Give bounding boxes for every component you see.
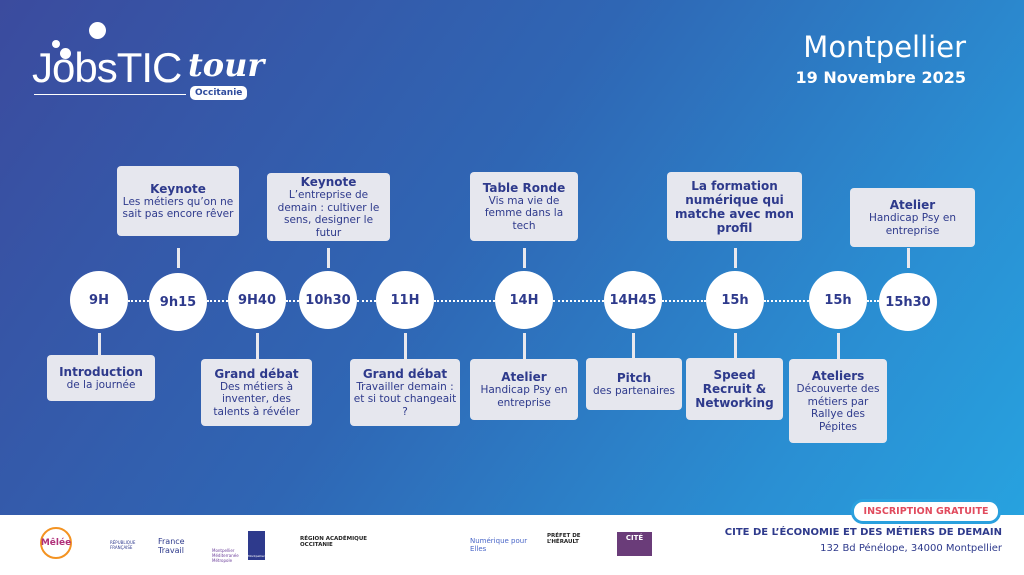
session-card: Grand débat Travailler demain : et si tou… xyxy=(350,359,460,426)
logo-text: JobsTIC xyxy=(32,44,182,91)
session-title: Ateliers xyxy=(811,369,865,383)
partner-logo-melee: Mêlée xyxy=(40,527,72,559)
session-card: Speed Recruit & Networking xyxy=(686,358,783,420)
session-description: Handicap Psy en entreprise xyxy=(480,384,568,409)
timeline-connector xyxy=(286,300,299,302)
time-marker: 9h15 xyxy=(149,273,207,331)
session-title: Atelier xyxy=(889,198,936,212)
timeline-connector xyxy=(764,300,809,302)
session-description: Handicap Psy en entreprise xyxy=(868,212,957,237)
time-marker: 14H xyxy=(495,271,553,329)
session-card: Introduction de la journée xyxy=(47,355,155,401)
session-card: Grand débat Des métiers à inventer, des t… xyxy=(201,359,312,426)
time-marker: 15h30 xyxy=(879,273,937,331)
session-title: Grand débat xyxy=(214,366,299,381)
timeline-stem xyxy=(404,333,407,359)
partner-logo-france-travail: France Travail xyxy=(158,537,185,555)
session-title: Atelier xyxy=(501,370,547,384)
hero-banner: JobsTIC tour Occitanie Montpellier 19 No… xyxy=(0,0,1024,515)
partner-logo-republique: RÉPUBLIQUE FRANÇAISE xyxy=(110,540,136,550)
timeline-stem xyxy=(907,248,910,268)
session-description: de la journée xyxy=(66,378,136,391)
timeline-connector xyxy=(357,300,376,302)
timeline-stem xyxy=(177,248,180,268)
session-description: Découverte des métiers par Rallye des Pé… xyxy=(796,383,880,433)
timeline-stem xyxy=(327,248,330,268)
time-marker: 9H xyxy=(70,271,128,329)
session-title: Keynote xyxy=(150,181,206,196)
session-card: Atelier Handicap Psy en entreprise xyxy=(470,359,578,420)
partner-logo-montpellier: Montpellier xyxy=(248,531,265,560)
time-marker: 14H45 xyxy=(604,271,662,329)
free-registration-button[interactable]: INSCRIPTION GRATUITE xyxy=(851,499,1001,524)
timeline-stem xyxy=(734,333,737,358)
session-card: Atelier Handicap Psy en entreprise xyxy=(850,188,975,247)
event-date: 19 Novembre 2025 xyxy=(795,68,966,87)
timeline-stem xyxy=(734,248,737,268)
session-title: Table Ronde xyxy=(482,180,566,195)
venue-address: 132 Bd Pénélope, 34000 Montpellier xyxy=(820,543,1002,554)
session-description: Les métiers qu’on ne sait pas encore rêv… xyxy=(122,195,234,221)
city-title: Montpellier xyxy=(803,30,966,64)
timeline-stem xyxy=(523,333,526,359)
session-title: Introduction xyxy=(59,364,143,379)
partner-logo-metropole: Montpellier Méditerranée Métropole xyxy=(212,548,239,563)
session-description: Des métiers à inventer, des talents à ré… xyxy=(213,380,300,418)
session-description: L’entreprise de demain : cultiver le sen… xyxy=(277,189,380,239)
partner-logo-region-academique: RÉGION ACADÉMIQUE OCCITANIE xyxy=(300,536,368,548)
time-marker: 9H40 xyxy=(228,271,286,329)
time-marker: 11H xyxy=(376,271,434,329)
timeline-stem xyxy=(98,333,101,355)
timeline-stem xyxy=(837,333,840,359)
timeline-stem xyxy=(523,248,526,268)
session-card: Ateliers Découverte des métiers par Rally… xyxy=(789,359,887,443)
session-card: Keynote L’entreprise de demain : cultiver… xyxy=(267,173,390,241)
partner-logo-prefet: PRÉFET DE L’HÉRAULT xyxy=(547,533,581,545)
time-marker: 10h30 xyxy=(299,271,357,329)
timeline-connector xyxy=(662,300,706,302)
time-marker: 15h xyxy=(706,271,764,329)
venue-name: CITE DE L’ÉCONOMIE ET DES MÉTIERS DE DEM… xyxy=(724,527,1002,538)
logo-script: tour xyxy=(188,46,265,84)
session-description: des partenaires xyxy=(593,384,675,397)
session-title: Keynote xyxy=(300,175,357,189)
timeline-connector xyxy=(128,300,149,302)
time-marker: 15h xyxy=(809,271,867,329)
session-title: Speed Recruit & Networking xyxy=(695,368,774,410)
partner-logo-cite: CITÉ xyxy=(617,532,652,556)
session-card: Keynote Les métiers qu’on ne sait pas enc… xyxy=(117,166,239,236)
timeline-stem xyxy=(256,333,259,359)
timeline-stem xyxy=(632,333,635,358)
session-description: Vis ma vie de femme dans la tech xyxy=(484,194,564,232)
timeline-connector xyxy=(207,300,228,302)
session-card: Pitch des partenaires xyxy=(586,358,682,410)
session-title: La formation numérique qui matche avec m… xyxy=(675,178,794,235)
timeline-connector xyxy=(434,300,495,302)
logo-region: Occitanie xyxy=(190,86,248,100)
timeline-connector xyxy=(867,300,879,302)
session-title: Grand débat xyxy=(362,366,448,381)
partner-logo-numerique-pour-elles: Numérique pour Elles xyxy=(470,537,528,553)
session-card: La formation numérique qui matche avec m… xyxy=(667,172,802,241)
session-title: Pitch xyxy=(616,370,652,385)
session-description: Travailler demain : et si tout changeait… xyxy=(353,380,457,418)
session-card: Table Ronde Vis ma vie de femme dans la t… xyxy=(470,172,578,241)
timeline-connector xyxy=(553,300,604,302)
